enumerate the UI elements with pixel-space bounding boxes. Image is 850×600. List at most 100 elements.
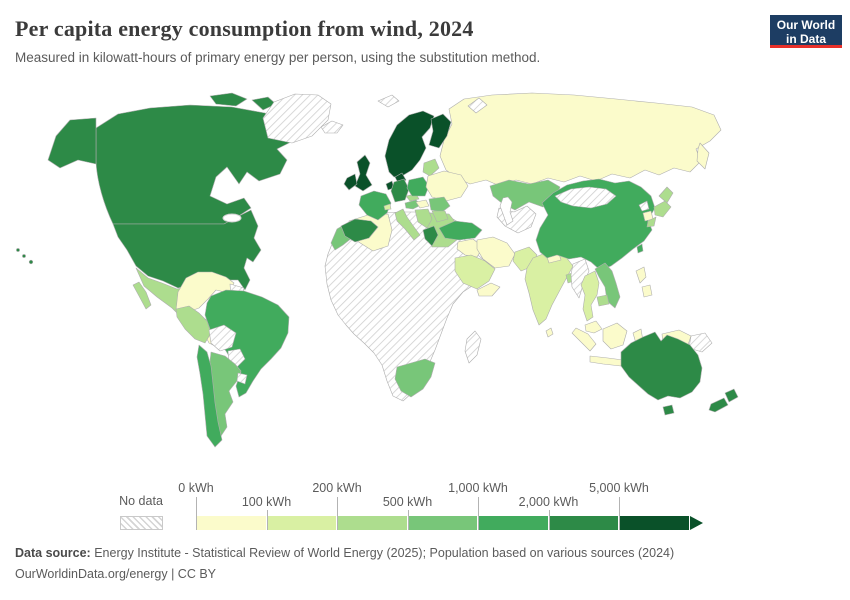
country-baltics[interactable] [422, 158, 440, 177]
country-hungary[interactable] [415, 199, 430, 209]
country-south-africa[interactable] [394, 358, 436, 398]
footer-license[interactable]: OurWorldinData.org/energy | CC BY [15, 567, 217, 581]
legend-bin-2[interactable] [337, 516, 408, 530]
legend-tick-1 [266, 510, 268, 530]
chart-subtitle: Measured in kilowatt-hours of primary en… [15, 50, 541, 65]
country-cambodia[interactable] [596, 294, 610, 307]
owid-logo-line2: in Data [785, 32, 826, 47]
country-united-kingdom[interactable] [354, 154, 373, 192]
country-switzerland[interactable] [383, 203, 392, 211]
country-finland[interactable] [428, 113, 452, 149]
footer-source[interactable]: Data source: Energy Institute - Statisti… [15, 546, 674, 560]
country-bulgaria[interactable] [431, 210, 449, 223]
country-indonesia-java[interactable] [589, 355, 624, 367]
country-indonesia-borneo[interactable] [602, 322, 628, 350]
legend-tick-label-3: 500 kWh [382, 495, 433, 509]
country-madagascar[interactable] [464, 330, 482, 364]
country-iceland[interactable] [320, 120, 344, 134]
country-united-states[interactable] [112, 209, 262, 291]
country-ireland[interactable] [343, 173, 358, 191]
country-greenland[interactable] [262, 93, 332, 144]
country-chile[interactable] [196, 344, 223, 448]
great-lakes [222, 213, 242, 223]
legend-tick-0 [196, 497, 197, 530]
country-russia-kamchatka[interactable] [696, 142, 710, 170]
legend-tick-label-6: 5,000 kWh [589, 481, 649, 495]
legend-tick-label-5: 2,000 kWh [518, 495, 579, 509]
country-mongolia[interactable] [554, 186, 617, 209]
country-australia-tasmania[interactable] [662, 404, 675, 416]
country-japan-honshu[interactable] [653, 200, 672, 218]
legend-tick-5 [548, 510, 550, 530]
caspian-sea [499, 196, 514, 226]
country-north-korea[interactable] [638, 200, 650, 212]
legend-tick-label-4: 1,000 kWh [448, 481, 508, 495]
country-taiwan[interactable] [636, 243, 644, 254]
owid-logo-line1: Our World [776, 18, 836, 32]
country-bolivia[interactable] [208, 324, 237, 352]
country-greece[interactable] [422, 225, 439, 247]
country-norway-sweden[interactable] [384, 110, 435, 178]
country-new-zealand-south[interactable] [708, 397, 729, 413]
legend-no-data-label: No data [119, 494, 163, 508]
legend-bin-6[interactable] [619, 516, 690, 530]
country-belarus-ukraine[interactable] [425, 170, 469, 202]
country-france[interactable] [358, 190, 392, 221]
footer-source-text[interactable]: Energy Institute - Statistical Review of… [90, 546, 675, 560]
country-novaya-zemlya[interactable] [467, 97, 488, 114]
country-japan-kyushu[interactable] [646, 216, 657, 228]
legend-tick-label-2: 200 kWh [312, 481, 362, 495]
country-germany[interactable] [390, 178, 410, 203]
country-united-states-hawaii-3[interactable] [28, 259, 34, 265]
country-new-zealand-north[interactable] [724, 388, 739, 403]
country-poland[interactable] [406, 176, 430, 197]
footer-source-label: Data source: [15, 546, 91, 560]
country-japan-hokkaido[interactable] [658, 186, 674, 204]
legend-tick-6 [619, 497, 620, 530]
country-united-states-hawaii-1[interactable] [16, 248, 20, 252]
legend-bin-0[interactable] [196, 516, 267, 530]
page-title: Per capita energy consumption from wind,… [15, 16, 474, 41]
country-spain-portugal[interactable] [340, 218, 379, 243]
country-saudi-arabia[interactable] [454, 254, 496, 290]
country-philippines-luzon[interactable] [635, 266, 647, 284]
country-mexico-baja[interactable] [132, 281, 152, 310]
country-australia[interactable] [620, 331, 703, 401]
country-sri-lanka[interactable] [545, 327, 554, 338]
legend-bin-1[interactable] [266, 516, 337, 530]
legend-tick-3 [407, 510, 409, 530]
country-vietnam[interactable] [594, 262, 621, 309]
country-balkans[interactable] [414, 208, 433, 229]
country-syria-iraq[interactable] [456, 238, 484, 258]
country-united-states-alaska[interactable] [47, 117, 97, 169]
country-svalbard[interactable] [377, 94, 400, 108]
country-turkey[interactable] [438, 220, 483, 241]
legend-arrow [689, 516, 703, 530]
country-thailand[interactable] [580, 270, 600, 322]
country-italy[interactable] [394, 208, 421, 241]
country-iran[interactable] [476, 236, 516, 269]
country-peru[interactable] [175, 305, 212, 344]
country-romania[interactable] [428, 196, 451, 213]
legend-no-data-swatch[interactable] [120, 516, 163, 530]
country-philippines-mindanao[interactable] [641, 284, 653, 298]
world-choropleth-map[interactable] [0, 85, 850, 475]
country-indonesia-sumatra[interactable] [571, 327, 597, 352]
country-canada[interactable] [95, 104, 292, 225]
country-russia[interactable] [439, 92, 722, 187]
legend-bin-3[interactable] [407, 516, 478, 530]
country-canada-arctic-1[interactable] [209, 92, 248, 107]
legend-tick-4 [478, 497, 479, 530]
legend-tick-label-1: 100 kWh [241, 495, 292, 509]
country-united-states-hawaii-2[interactable] [22, 254, 26, 258]
legend-bin-4[interactable] [478, 516, 549, 530]
legend-tick-label-0: 0 kWh [178, 481, 214, 495]
owid-logo[interactable]: Our World in Data [770, 15, 842, 48]
legend-bin-5[interactable] [548, 516, 619, 530]
country-myanmar[interactable] [570, 258, 590, 299]
country-uruguay[interactable] [236, 372, 248, 385]
country-yemen-oman[interactable] [476, 282, 501, 297]
country-malaysia[interactable] [584, 320, 603, 334]
